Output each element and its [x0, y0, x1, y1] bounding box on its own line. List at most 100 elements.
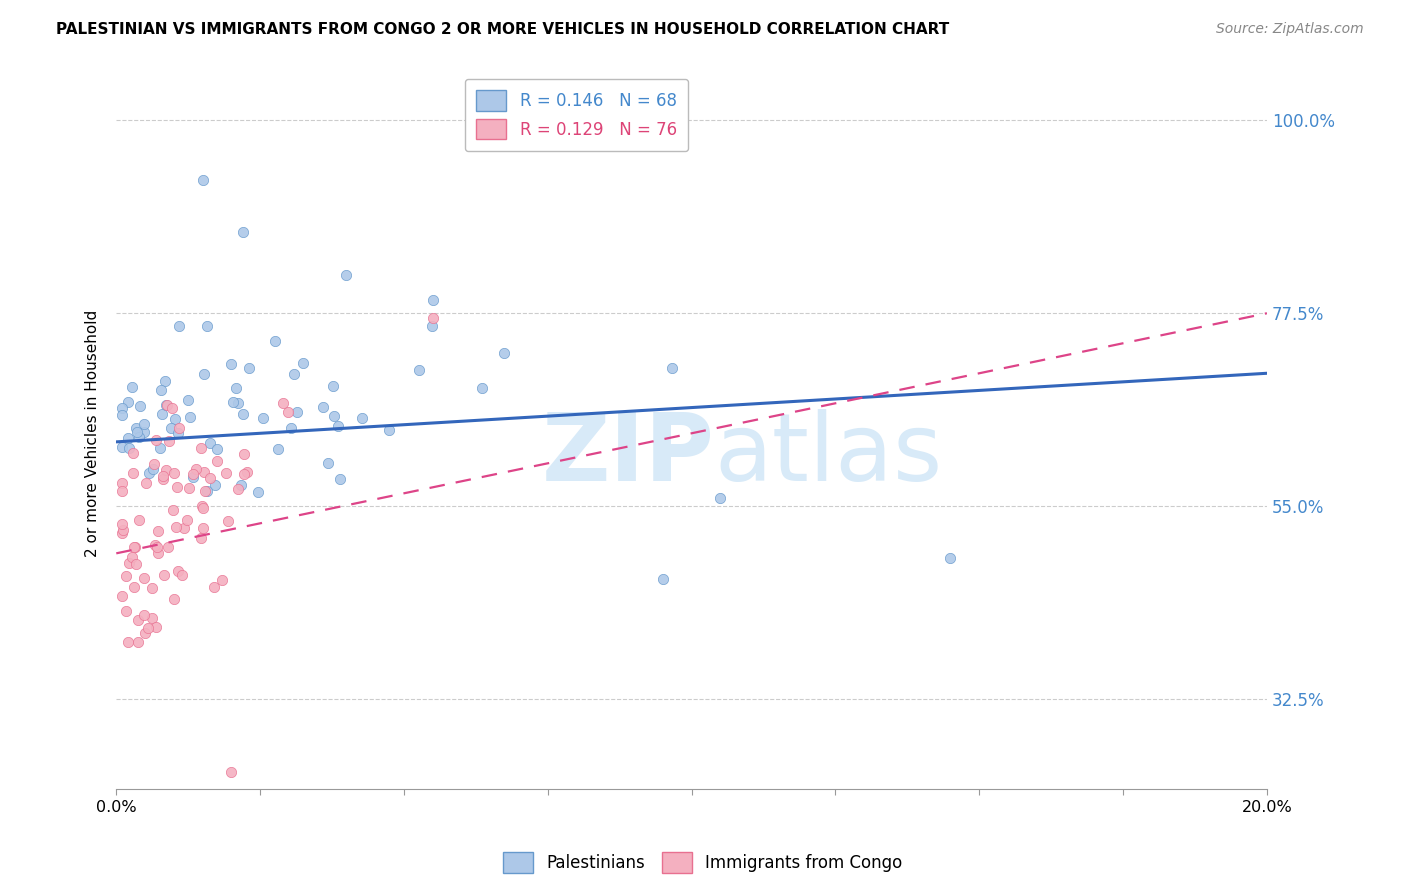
Point — [422, 293, 444, 308]
Point — [247, 485, 270, 500]
Point — [226, 396, 249, 410]
Point — [169, 319, 191, 334]
Point — [149, 383, 172, 397]
Point — [138, 466, 160, 480]
Point — [134, 425, 156, 440]
Point — [661, 361, 683, 376]
Point — [422, 310, 444, 325]
Point — [322, 379, 344, 393]
Point — [127, 613, 149, 627]
Point — [191, 173, 214, 187]
Point — [156, 398, 179, 412]
Point — [277, 405, 299, 419]
Point — [112, 523, 135, 537]
Point — [233, 447, 256, 461]
Point — [335, 268, 357, 282]
Point — [494, 346, 516, 360]
Legend: Palestinians, Immigrants from Congo: Palestinians, Immigrants from Congo — [496, 846, 910, 880]
Point — [378, 424, 401, 438]
Point — [111, 440, 134, 454]
Point — [134, 626, 156, 640]
Point — [134, 417, 156, 431]
Point — [142, 461, 165, 475]
Point — [292, 356, 315, 370]
Y-axis label: 2 or more Vehicles in Household: 2 or more Vehicles in Household — [86, 310, 100, 557]
Point — [195, 483, 218, 498]
Point — [121, 550, 143, 565]
Point — [111, 525, 134, 540]
Point — [170, 568, 193, 582]
Point — [264, 334, 287, 349]
Point — [283, 368, 305, 382]
Point — [111, 476, 134, 491]
Point — [115, 604, 138, 618]
Point — [221, 395, 243, 409]
Point — [221, 764, 243, 779]
Point — [117, 431, 139, 445]
Point — [232, 407, 254, 421]
Point — [152, 469, 174, 483]
Point — [167, 564, 190, 578]
Point — [111, 401, 134, 415]
Point — [124, 580, 146, 594]
Point — [195, 319, 218, 334]
Point — [198, 471, 221, 485]
Point — [267, 442, 290, 456]
Point — [709, 491, 731, 505]
Point — [352, 410, 374, 425]
Point — [194, 484, 217, 499]
Point — [191, 500, 214, 515]
Point — [217, 514, 239, 528]
Point — [163, 592, 186, 607]
Point — [152, 472, 174, 486]
Point — [122, 467, 145, 481]
Point — [181, 467, 204, 482]
Point — [160, 421, 183, 435]
Point — [163, 466, 186, 480]
Point — [162, 503, 184, 517]
Point — [127, 634, 149, 648]
Text: atlas: atlas — [714, 409, 943, 500]
Point — [128, 400, 150, 414]
Point — [238, 360, 260, 375]
Point — [128, 430, 150, 444]
Point — [143, 457, 166, 471]
Point — [141, 581, 163, 595]
Point — [232, 467, 254, 481]
Text: ZIP: ZIP — [541, 409, 714, 500]
Point — [118, 556, 141, 570]
Point — [111, 409, 134, 423]
Point — [271, 396, 294, 410]
Point — [157, 434, 180, 448]
Point — [128, 513, 150, 527]
Point — [143, 537, 166, 551]
Point — [214, 466, 236, 480]
Point — [326, 419, 349, 434]
Point — [236, 465, 259, 479]
Point — [173, 521, 195, 535]
Point — [155, 463, 177, 477]
Point — [225, 380, 247, 394]
Point — [193, 367, 215, 381]
Point — [146, 524, 169, 539]
Point — [141, 611, 163, 625]
Point — [136, 621, 159, 635]
Point — [179, 409, 201, 424]
Point — [111, 483, 134, 498]
Point — [166, 425, 188, 440]
Point — [179, 481, 201, 495]
Point — [329, 472, 352, 486]
Point — [145, 620, 167, 634]
Point — [152, 568, 174, 582]
Point — [125, 420, 148, 434]
Point — [146, 540, 169, 554]
Point — [124, 540, 146, 554]
Point — [280, 421, 302, 435]
Text: PALESTINIAN VS IMMIGRANTS FROM CONGO 2 OR MORE VEHICLES IN HOUSEHOLD CORRELATION: PALESTINIAN VS IMMIGRANTS FROM CONGO 2 O… — [56, 22, 949, 37]
Point — [132, 571, 155, 585]
Point — [149, 441, 172, 455]
Point — [422, 319, 444, 334]
Text: Source: ZipAtlas.com: Source: ZipAtlas.com — [1216, 22, 1364, 37]
Point — [166, 480, 188, 494]
Point — [165, 520, 187, 534]
